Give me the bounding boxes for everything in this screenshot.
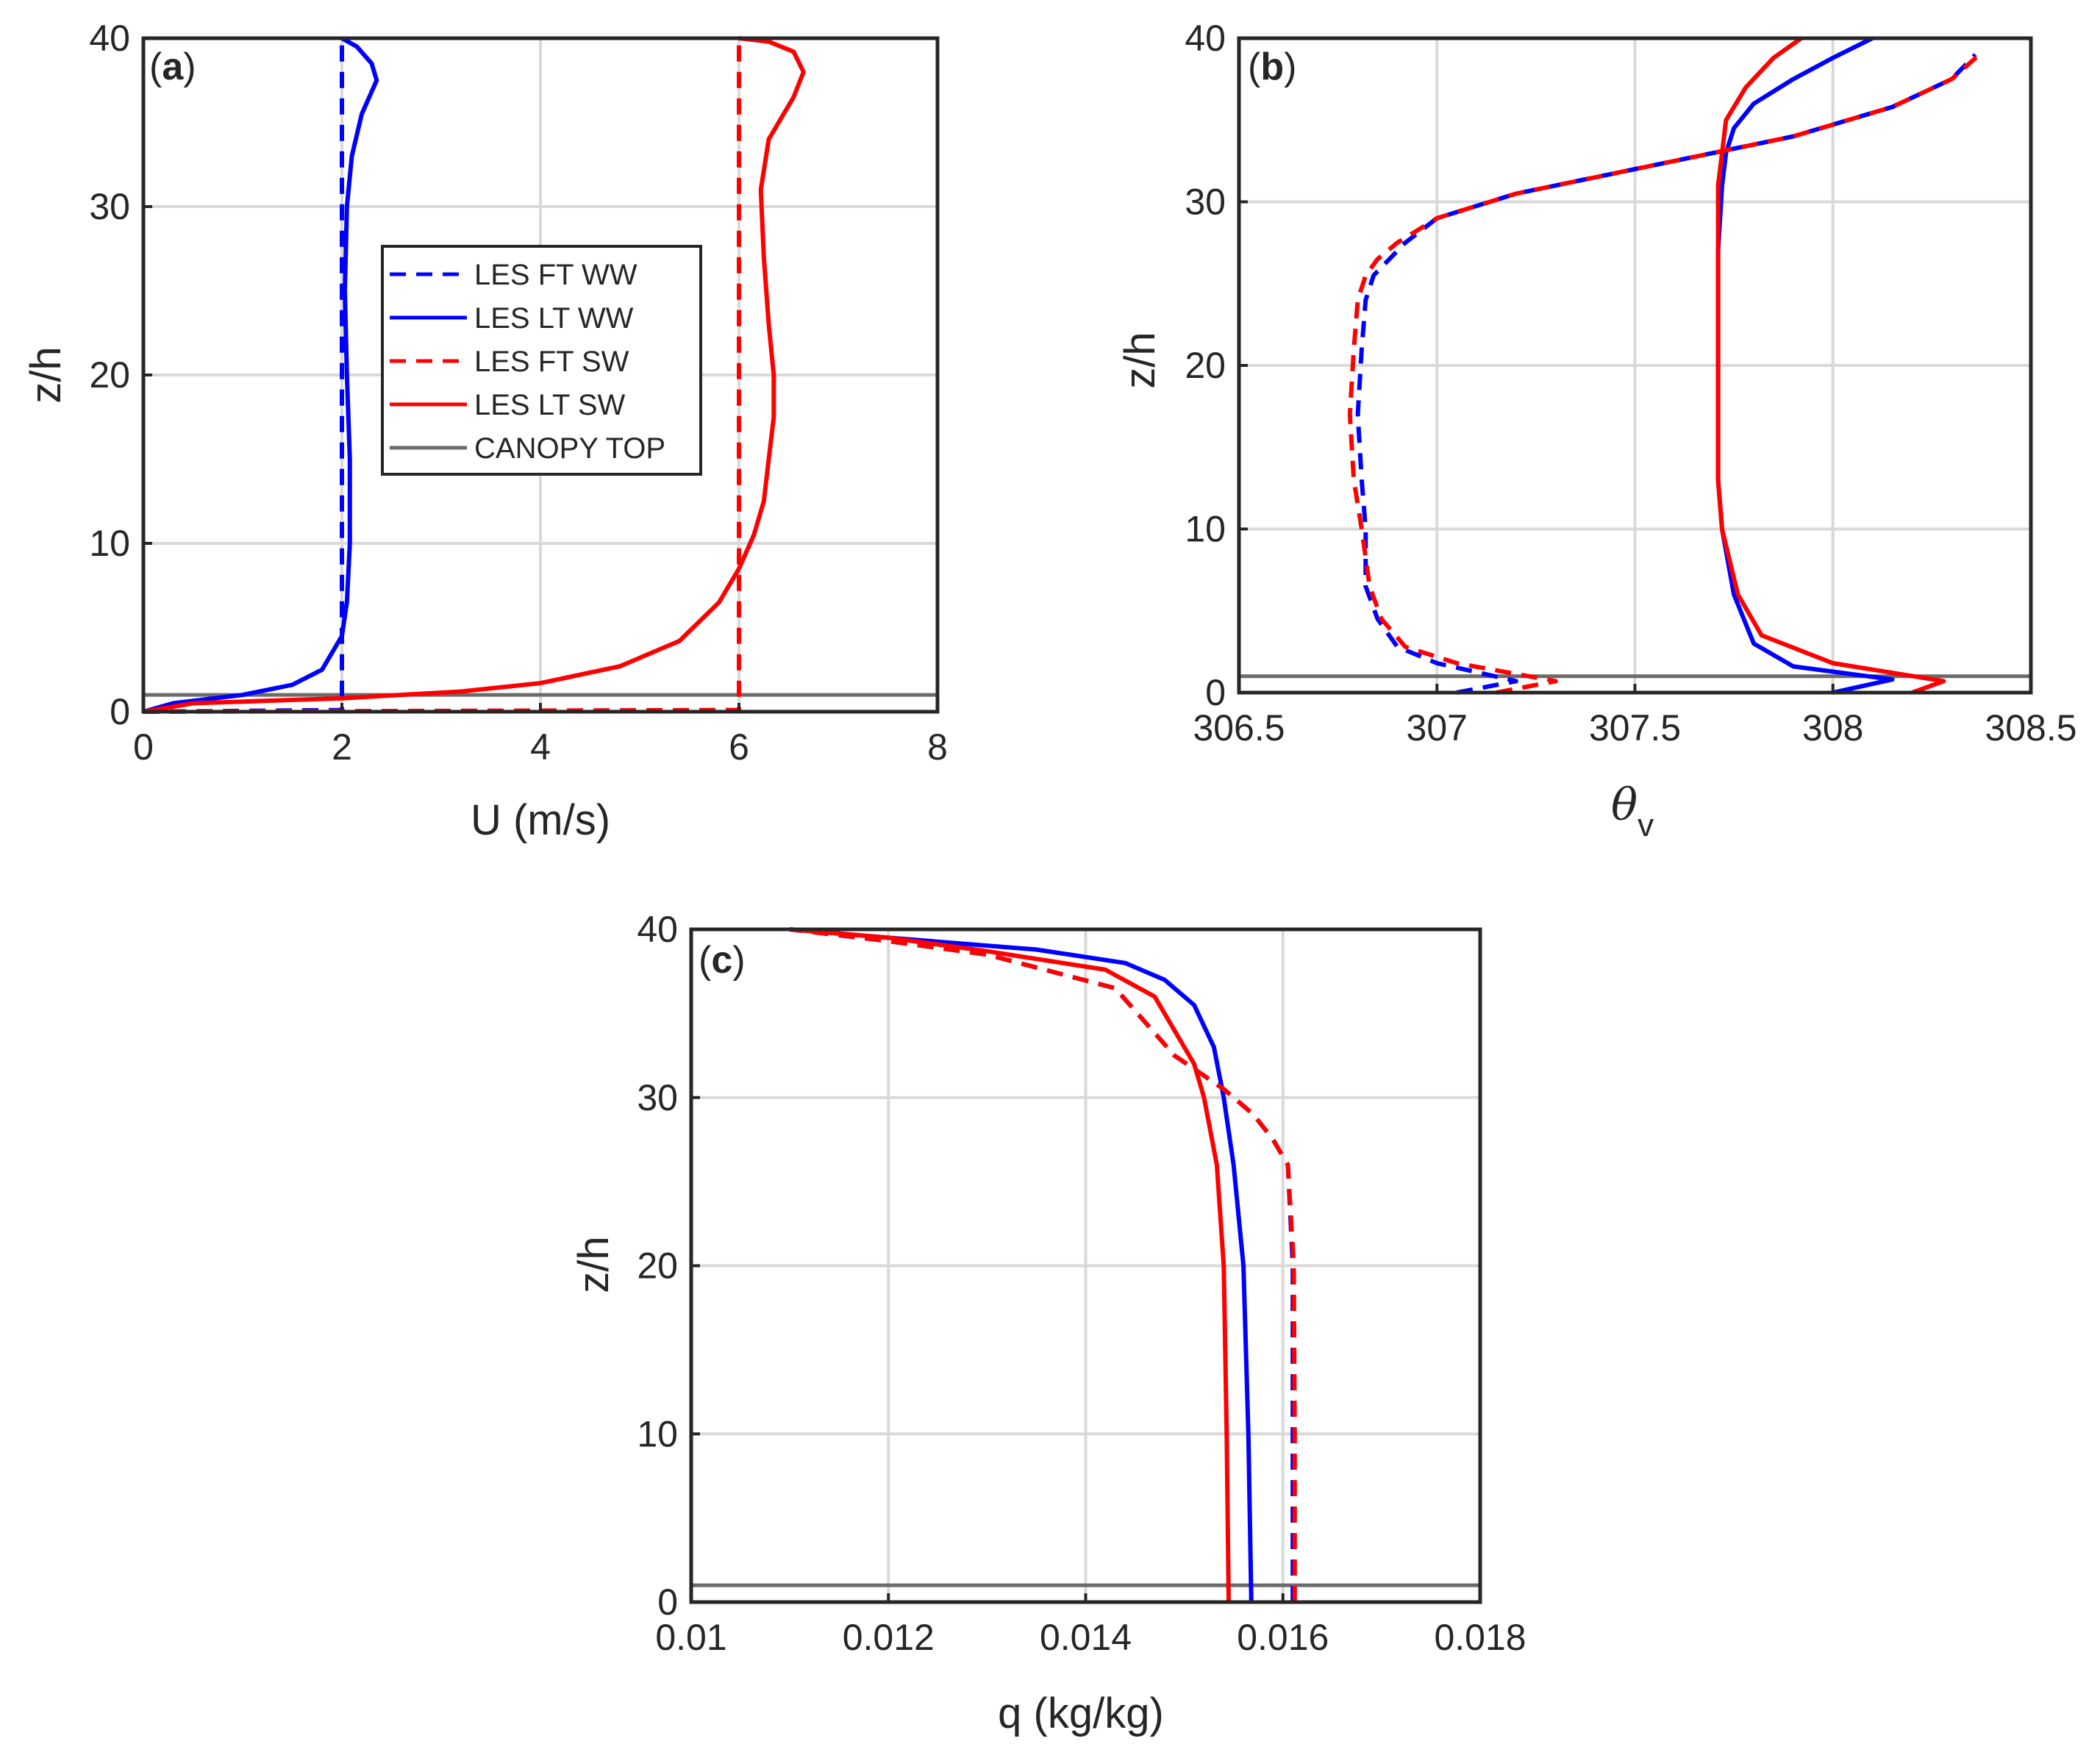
panel-a-y-axis-label: z/h (22, 346, 70, 403)
x-tick-label: 0.018 (1434, 1617, 1526, 1658)
panel-c-label: (c) (699, 939, 746, 982)
panel-a-chart: 0 2 4 6 8 0 10 20 30 40 U (m/s) z/h (a) LES FT W… (22, 18, 948, 844)
legend-label-canopy-top: CANOPY TOP (474, 432, 665, 465)
panel-b-x-axis-label: θv (1611, 779, 1654, 843)
x-tick-label: 0 (133, 726, 154, 768)
panel-a-x-ticks: 0 2 4 6 8 (133, 703, 948, 768)
panel-c-series-les-ft-sw (789, 927, 1297, 1602)
y-tick-label: 30 (89, 186, 130, 227)
panel-c-x-axis-label: q (kg/kg) (998, 1690, 1164, 1737)
y-tick-label: 40 (89, 18, 130, 59)
legend-label-les-lt-ww: LES LT WW (474, 302, 634, 335)
panel-b-x-axis-symbol: θ (1611, 779, 1638, 831)
y-tick-label: 30 (637, 1077, 678, 1118)
panel-a-y-ticks: 0 10 20 30 40 (89, 18, 152, 732)
y-tick-label: 0 (657, 1582, 678, 1623)
panel-b-chart: 306.5 307 307.5 308 308.5 0 10 20 30 40 θv z/h (… (1116, 18, 2077, 843)
x-tick-label: 8 (927, 726, 948, 768)
x-tick-label: 306.5 (1193, 707, 1285, 748)
legend-label-les-lt-sw: LES LT SW (474, 389, 626, 421)
legend-entry-les-ft-sw: LES FT SW (390, 346, 629, 378)
x-tick-label: 0.014 (1040, 1617, 1132, 1658)
panel-b-series-les-lt-sw (1715, 36, 1946, 695)
panel-c-series-les-lt-ww (789, 927, 1254, 1603)
panel-b-series (1347, 36, 1981, 695)
x-tick-label: 308 (1802, 707, 1863, 748)
panel-b-y-ticks: 0 10 20 30 40 (1185, 18, 1248, 713)
panel-a-series-les-lt-ww (143, 36, 379, 714)
panel-b-x-ticks: 306.5 307 307.5 308 308.5 (1193, 684, 2077, 748)
y-tick-label: 20 (1185, 345, 1226, 386)
legend: LES FT WW LES LT WW LES FT SW LES LT SW … (381, 245, 702, 476)
x-tick-label: 0.01 (655, 1617, 726, 1658)
panel-b-y-axis-label: z/h (1116, 332, 1164, 388)
panel-c-label-letter: c (711, 939, 732, 982)
legend-entry-les-lt-ww: LES LT WW (390, 302, 634, 335)
panel-c-x-ticks: 0.01 0.012 0.014 0.016 0.018 (655, 1593, 1526, 1658)
y-tick-label: 20 (89, 354, 130, 396)
y-tick-label: 40 (1185, 18, 1226, 59)
x-tick-label: 307.5 (1589, 707, 1681, 748)
y-tick-label: 10 (637, 1413, 678, 1454)
panel-b-x-axis-subscript: v (1638, 807, 1654, 843)
legend-entry-les-lt-sw: LES LT SW (390, 389, 626, 421)
legend-box (381, 245, 702, 476)
panel-c-y-axis-label: z/h (570, 1236, 618, 1293)
panel-a-x-axis-label: U (m/s) (471, 796, 610, 844)
legend-label-les-ft-sw: LES FT SW (474, 346, 629, 378)
panel-c-y-ticks: 0 10 20 30 40 (637, 909, 700, 1623)
y-tick-label: 10 (1185, 509, 1226, 550)
x-tick-label: 0.016 (1237, 1617, 1329, 1658)
y-tick-label: 10 (89, 523, 130, 564)
legend-label-les-ft-ww: LES FT WW (474, 259, 638, 291)
x-tick-label: 0.012 (843, 1617, 935, 1658)
x-tick-label: 4 (530, 726, 551, 768)
y-tick-label: 30 (1185, 182, 1226, 223)
y-tick-label: 20 (637, 1246, 678, 1287)
x-tick-label: 2 (332, 726, 352, 768)
x-tick-label: 308.5 (1985, 707, 2076, 748)
y-tick-label: 0 (1205, 672, 1226, 713)
panel-a-series-les-lt-sw (143, 36, 806, 714)
x-tick-label: 307 (1407, 707, 1468, 748)
y-tick-label: 40 (637, 909, 678, 950)
panel-b-series-les-ft-sw (1347, 53, 1981, 695)
panel-c-series (789, 927, 1297, 1603)
panel-b-label-letter: b (1260, 46, 1284, 88)
panel-b-label: (b) (1248, 46, 1296, 88)
panel-a-label-letter: a (162, 46, 184, 88)
panel-a-label: (a) (149, 46, 196, 88)
x-tick-label: 6 (729, 726, 749, 768)
legend-entry-canopy-top: CANOPY TOP (390, 432, 665, 465)
panel-c-series-les-lt-sw (789, 927, 1231, 1603)
panel-c-chart: 0.01 0.012 0.014 0.016 0.018 0 10 20 30 40 q (kg… (570, 909, 1526, 1737)
y-tick-label: 0 (110, 691, 130, 732)
legend-entry-les-ft-ww: LES FT WW (390, 259, 638, 291)
